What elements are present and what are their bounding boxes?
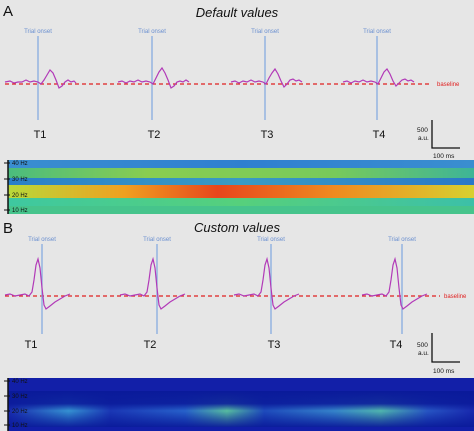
spectrogram-b: 40 Hz 30 Hz 20 Hz 10 Hz [4, 378, 474, 431]
trial-onset-label: Trial onset [251, 29, 279, 35]
freq-label: 20 Hz [12, 193, 28, 199]
trial-onset-label: Trial onset [28, 237, 56, 243]
trial-label: T3 [261, 129, 274, 141]
panel-a: A Default values baseline Trial onset Tr… [3, 3, 474, 214]
spectrogram-a: 40 Hz 30 Hz 20 Hz 10 Hz [4, 160, 474, 214]
freq-label: 10 Hz [12, 208, 28, 214]
panel-a-letter: A [3, 3, 13, 20]
trial-onset-label: Trial onset [138, 29, 166, 35]
baseline-label: baseline [444, 294, 467, 300]
trial-label: T1 [34, 129, 47, 141]
scalebar [431, 120, 460, 149]
scalebar-amplitude: 500 [417, 342, 428, 349]
trial-label: T2 [144, 339, 157, 351]
trial-onset-label: Trial onset [257, 237, 285, 243]
trial-onset-label: Trial onset [388, 237, 416, 243]
signal-trace [4, 69, 77, 89]
signal-trace [233, 256, 300, 310]
baseline-label: baseline [437, 82, 460, 88]
freq-label: 20 Hz [12, 409, 28, 415]
trial-label: T2 [148, 129, 161, 141]
freq-label: 40 Hz [12, 161, 28, 167]
freq-label: 40 Hz [12, 379, 28, 385]
scalebar-amplitude-unit: a.u. [418, 135, 429, 142]
signal-trace [117, 66, 190, 89]
scalebar-time: 100 ms [433, 153, 455, 160]
panel-b: B Custom values baseline Trial onset Tri… [3, 220, 474, 431]
scalebar-amplitude: 500 [417, 127, 428, 134]
panel-b-title: Custom values [194, 220, 280, 235]
signal-trace [361, 256, 428, 310]
freq-label: 30 Hz [12, 394, 28, 400]
scalebar-time: 100 ms [433, 368, 455, 375]
trial-onset-label: Trial onset [24, 29, 52, 35]
signal-trace [4, 256, 71, 310]
signal-trace [119, 256, 186, 310]
trial-onset-label: Trial onset [143, 237, 171, 243]
trial-label: T3 [268, 339, 281, 351]
scalebar-amplitude-unit: a.u. [418, 350, 429, 357]
panel-a-title: Default values [196, 5, 279, 20]
freq-label: 30 Hz [12, 177, 28, 183]
trial-label: T1 [25, 339, 38, 351]
trial-label: T4 [373, 129, 386, 141]
freq-label: 10 Hz [12, 423, 28, 429]
signal-trace [230, 67, 303, 89]
trial-label: T4 [390, 339, 403, 351]
trial-onset-label: Trial onset [363, 29, 391, 35]
scalebar [431, 333, 460, 363]
signal-trace [342, 68, 415, 87]
panel-b-letter: B [3, 220, 13, 237]
